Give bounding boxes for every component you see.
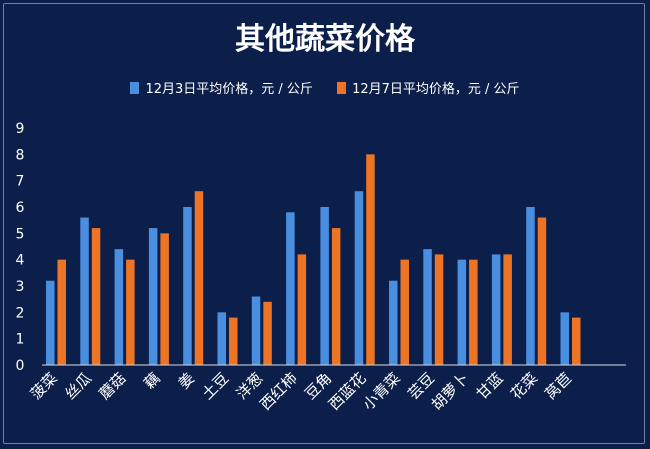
bar-series-2 (297, 254, 307, 365)
y-tick-label: 3 (16, 279, 25, 295)
bar-series-2 (503, 254, 512, 365)
x-tick-label: 花菜 (507, 369, 541, 403)
bar-series-1 (491, 254, 501, 365)
bar-series-1 (560, 312, 569, 365)
bar-series-2 (434, 254, 444, 365)
bar-series-1 (457, 259, 467, 365)
y-tick-label: 2 (16, 305, 25, 321)
y-tick-label: 6 (16, 200, 25, 216)
bar-series-2 (57, 259, 66, 365)
bar-series-2 (537, 217, 547, 365)
bar-series-1 (183, 207, 192, 365)
y-tick-label: 1 (16, 332, 25, 348)
x-tick-label: 姜 (175, 369, 198, 392)
chart-legend: 12月3日平均价格，元 / 公斤 12月7日平均价格，元 / 公斤 (0, 78, 650, 98)
y-tick-label: 8 (16, 147, 25, 163)
x-tick-label: 土豆 (198, 369, 232, 403)
bar-series-1 (114, 249, 124, 365)
bar-series-2 (366, 154, 375, 365)
legend-item-series-1: 12月3日平均价格，元 / 公斤 (130, 78, 313, 97)
x-tick-label: 小青菜 (359, 369, 404, 414)
bar-series-2 (331, 228, 341, 365)
bar-series-2 (263, 301, 272, 365)
legend-swatch-series-1 (130, 81, 140, 94)
bar-series-2 (229, 317, 238, 365)
y-tick-label: 7 (16, 174, 25, 190)
x-tick-label: 西蓝花 (325, 369, 370, 414)
chart-title: 其他蔬菜价格 (235, 22, 415, 57)
bar-series-2 (126, 259, 135, 365)
y-tick-label: 4 (16, 253, 25, 269)
y-tick-label: 5 (16, 226, 25, 242)
bar-series-1 (217, 312, 226, 365)
bar-series-2 (194, 191, 204, 365)
x-tick-label: 莴苣 (541, 369, 575, 403)
bar-series-1 (286, 212, 295, 365)
x-tick-label: 蘑菇 (95, 369, 129, 403)
x-tick-label: 丝瓜 (61, 369, 95, 403)
bar-series-2 (160, 233, 169, 365)
legend-label-series-1: 12月3日平均价格，元 / 公斤 (145, 82, 313, 97)
bar-series-2 (91, 228, 101, 365)
bar-series-1 (526, 207, 535, 365)
chart-frame (3, 3, 645, 444)
y-tick-label: 0 (16, 358, 25, 374)
legend-swatch-series-2 (337, 81, 347, 94)
legend-item-series-2: 12月7日平均价格，元 / 公斤 (337, 78, 520, 97)
x-tick-label: 菠菜 (27, 369, 61, 403)
bar-series-1 (320, 207, 329, 365)
y-tick-label: 9 (16, 121, 25, 137)
x-tick-label: 甘蓝 (473, 369, 507, 403)
bar-series-1 (389, 280, 398, 365)
bar-series-2 (469, 259, 478, 365)
bar-series-1 (354, 191, 364, 365)
bar-series-1 (423, 249, 432, 365)
bar-series-1 (46, 280, 55, 365)
bar-series-2 (400, 259, 409, 365)
legend-label-series-2: 12月7日平均价格，元 / 公斤 (352, 82, 520, 97)
bar-series-1 (148, 228, 158, 365)
bar-series-1 (251, 296, 261, 365)
x-tick-label: 藕 (140, 369, 163, 392)
x-tick-label: 胡萝卜 (428, 369, 473, 414)
x-tick-label: 西红柿 (256, 369, 301, 414)
bar-series-1 (80, 217, 89, 365)
bar-series-2 (572, 317, 581, 365)
